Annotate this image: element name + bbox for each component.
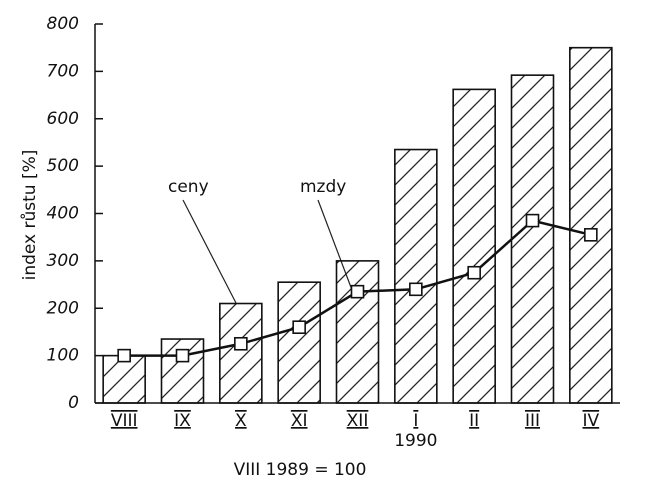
annotation-label: mzdy xyxy=(300,177,346,197)
marker xyxy=(525,213,540,228)
bar xyxy=(335,260,380,404)
marker xyxy=(584,228,598,242)
x-tick-label: X xyxy=(235,411,247,431)
marker xyxy=(350,284,365,299)
bar xyxy=(452,88,496,404)
y-tick-label: 800 xyxy=(47,14,79,34)
marker xyxy=(117,348,131,363)
bar xyxy=(219,302,263,404)
bar xyxy=(160,338,205,404)
y-tick-label: 100 xyxy=(47,346,79,366)
leader-line xyxy=(182,199,237,304)
x-tick-label: II xyxy=(469,411,479,431)
marker xyxy=(467,265,481,280)
bar xyxy=(277,281,321,404)
y-axis-label: index růstu [%] xyxy=(20,150,40,281)
bar xyxy=(569,46,613,404)
bar xyxy=(102,354,146,404)
x-tick-label: IV xyxy=(583,411,600,431)
marker xyxy=(234,336,248,351)
bar xyxy=(510,74,555,404)
marker xyxy=(175,348,190,363)
x-tick-label: IX xyxy=(174,411,191,431)
y-tick-label: 700 xyxy=(47,61,79,81)
x-tick-label: I xyxy=(413,411,418,431)
y-tick-label: 0 xyxy=(68,393,79,413)
x-tick-label: XI xyxy=(291,411,308,431)
x-tick-label: III xyxy=(525,411,540,431)
x-tick-label: VIII xyxy=(111,411,138,431)
annotation-label: ceny xyxy=(168,177,209,197)
y-tick-label: 400 xyxy=(47,204,79,224)
annotation: 1990 xyxy=(394,431,437,451)
bar xyxy=(394,148,438,404)
y-tick-label: 200 xyxy=(47,298,79,318)
x-tick-label: XII xyxy=(347,411,369,431)
marker xyxy=(292,320,306,335)
y-tick-label: 300 xyxy=(47,251,79,271)
y-tick-label: 600 xyxy=(47,109,79,129)
marker xyxy=(409,282,423,297)
y-tick-label: 500 xyxy=(47,156,79,176)
caption: VIII 1989 = 100 xyxy=(234,460,367,480)
